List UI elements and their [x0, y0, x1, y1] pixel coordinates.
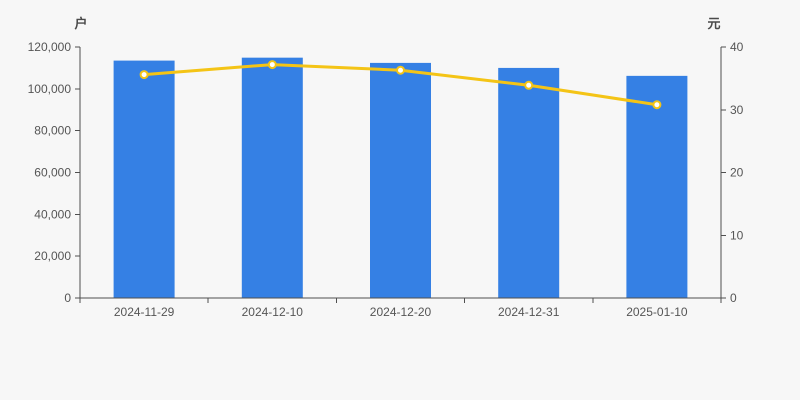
line-data-point	[267, 60, 277, 70]
line-data-point	[139, 70, 149, 80]
x-axis-category-label: 2024-12-10	[242, 305, 304, 319]
right-axis-tick-label: 20	[730, 166, 744, 180]
right-axis-tick-label: 10	[730, 228, 744, 242]
line-data-point	[524, 80, 534, 90]
right-axis-tick-label: 30	[730, 103, 744, 117]
x-axis-category-label: 2024-12-20	[370, 305, 432, 319]
bar	[626, 75, 688, 299]
left-axis-tick-label: 0	[64, 291, 71, 305]
right-axis-tick-label: 40	[730, 40, 744, 54]
bar	[498, 67, 560, 299]
line-data-point	[652, 100, 662, 110]
x-axis-category-label: 2024-12-31	[498, 305, 560, 319]
bar	[241, 57, 303, 299]
left-axis-name: 户	[74, 16, 88, 31]
bar	[113, 60, 175, 299]
left-axis-tick-label: 100,000	[28, 82, 72, 96]
left-axis-tick-label: 120,000	[28, 40, 72, 54]
right-axis-tick-label: 0	[730, 291, 737, 305]
x-axis-category-label: 2025-01-10	[626, 305, 688, 319]
left-axis-tick-label: 80,000	[34, 124, 71, 138]
left-axis-tick-label: 20,000	[34, 249, 71, 263]
bar	[370, 62, 431, 298]
right-axis-name: 元	[707, 16, 721, 31]
line-data-point	[396, 65, 405, 75]
left-axis-tick-label: 60,000	[34, 166, 71, 180]
x-axis-category-label: 2024-11-29	[114, 305, 175, 319]
left-axis-tick-label: 40,000	[34, 207, 71, 221]
